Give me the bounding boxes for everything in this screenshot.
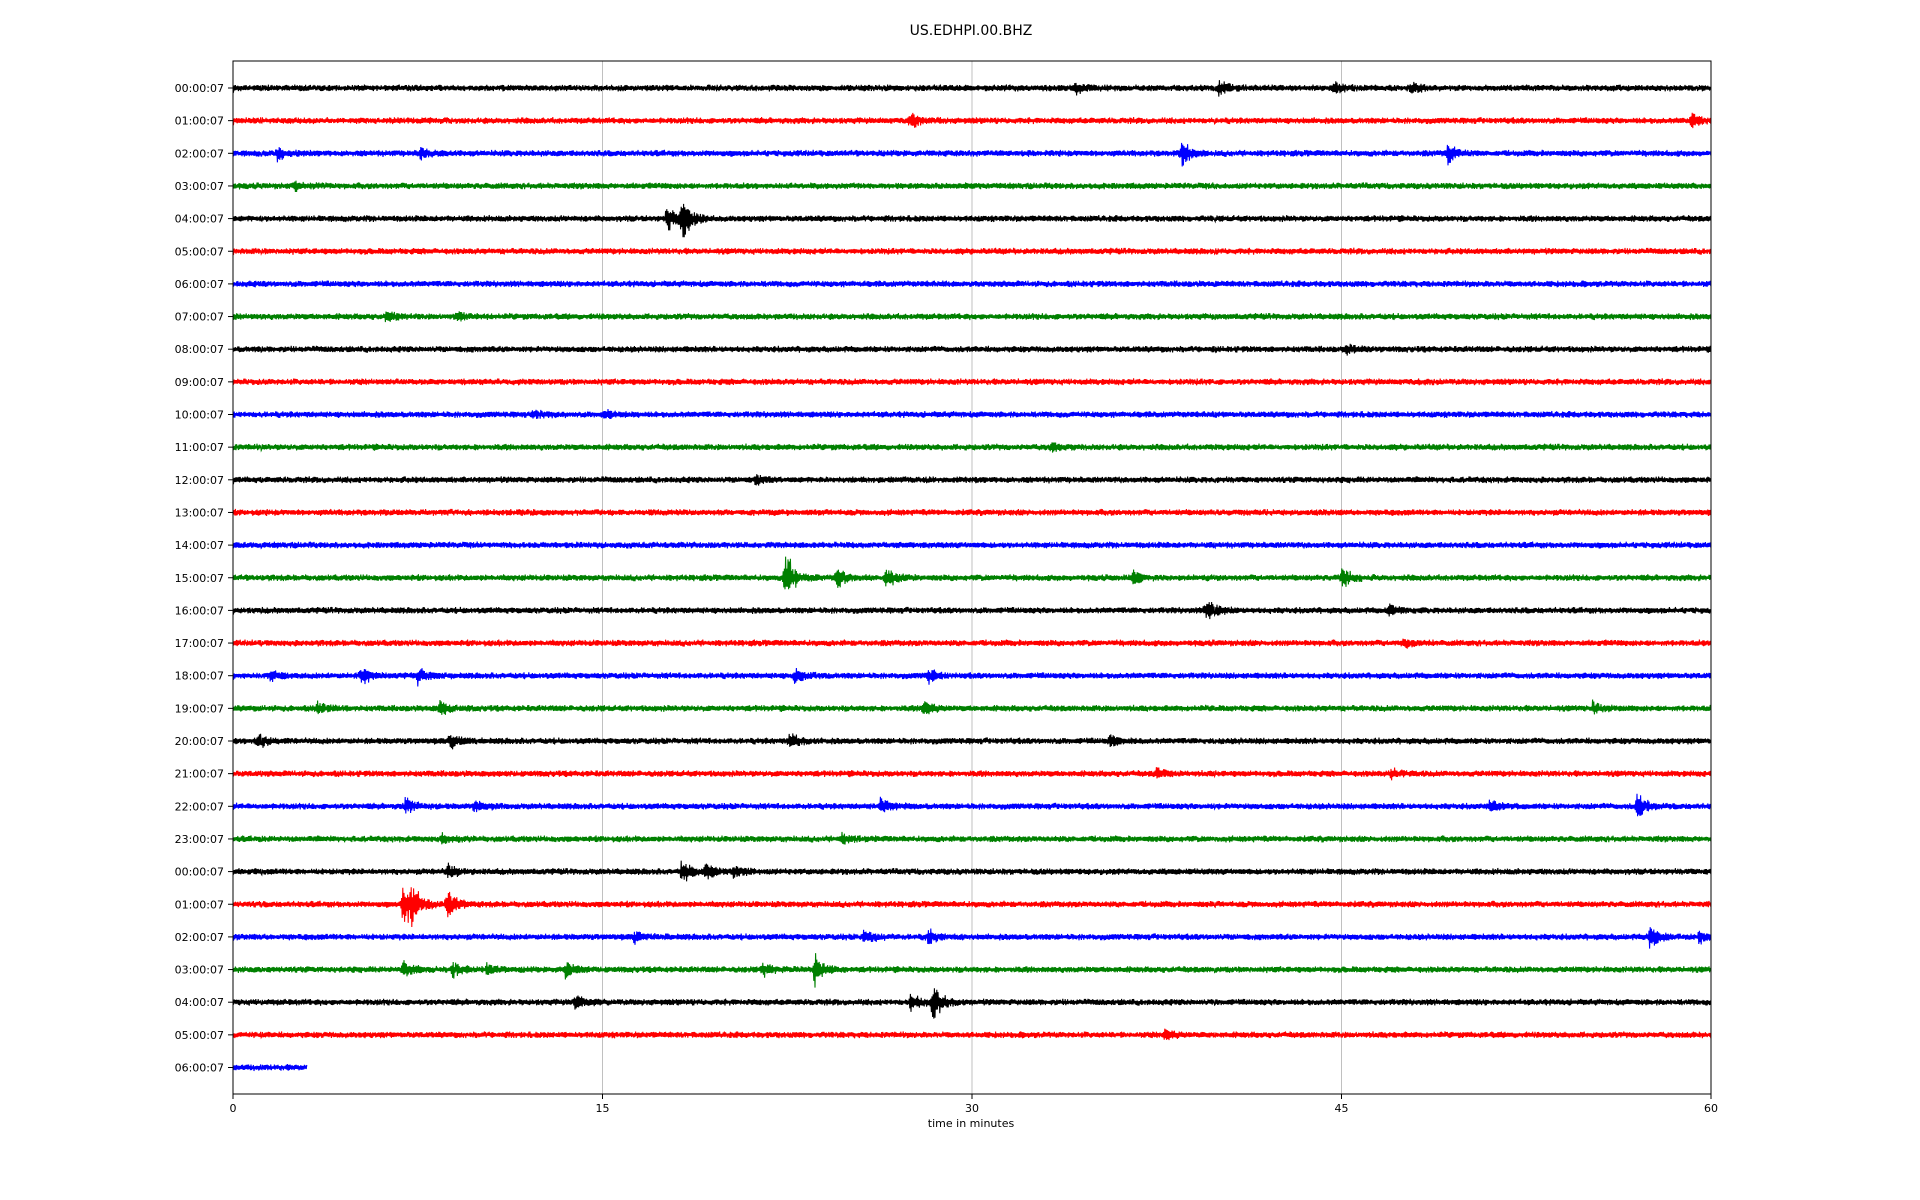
trace-line bbox=[232, 638, 1712, 649]
trace-line bbox=[232, 442, 1712, 453]
trace-line bbox=[232, 343, 1712, 356]
row-labels: 00:00:07 01:00:07 02:00:07 03:00:07 04:00:07… bbox=[175, 82, 233, 1075]
row-label: 14:00:07 bbox=[175, 539, 224, 552]
trace-line bbox=[232, 733, 1712, 750]
row-label: 02:00:07 bbox=[175, 931, 224, 944]
trace-line bbox=[232, 378, 1712, 386]
trace-line bbox=[232, 142, 1712, 167]
trace-line bbox=[232, 667, 1712, 687]
row-label: 19:00:07 bbox=[175, 702, 224, 715]
row-label: 23:00:07 bbox=[175, 833, 224, 846]
trace-line bbox=[232, 311, 1712, 323]
x-tick-label-60: 60 bbox=[1704, 1102, 1718, 1115]
row-label: 18:00:07 bbox=[175, 670, 224, 683]
x-tick-label-15: 15 bbox=[596, 1102, 610, 1115]
x-tick-label-0: 0 bbox=[230, 1102, 237, 1115]
x-tick-label-45: 45 bbox=[1335, 1102, 1349, 1115]
row-label: 07:00:07 bbox=[175, 311, 224, 324]
row-label: 06:00:07 bbox=[175, 278, 224, 291]
trace-line bbox=[232, 408, 1712, 420]
trace-line bbox=[232, 112, 1712, 129]
row-label: 00:00:07 bbox=[175, 866, 224, 879]
row-label: 01:00:07 bbox=[175, 898, 224, 911]
row-label: 08:00:07 bbox=[175, 343, 224, 356]
trace-line bbox=[232, 247, 1712, 256]
trace-line bbox=[232, 988, 1712, 1019]
row-label: 21:00:07 bbox=[175, 768, 224, 781]
row-label: 03:00:07 bbox=[175, 964, 224, 977]
row-label: 00:00:07 bbox=[175, 82, 224, 95]
trace-line bbox=[232, 831, 1712, 845]
row-label: 13:00:07 bbox=[175, 506, 224, 519]
row-label: 04:00:07 bbox=[175, 213, 224, 226]
row-label: 12:00:07 bbox=[175, 474, 224, 487]
row-label: 10:00:07 bbox=[175, 409, 224, 422]
row-label: 22:00:07 bbox=[175, 800, 224, 813]
trace-line bbox=[232, 541, 1712, 550]
chart-title: US.EDHPI.00.BHZ bbox=[910, 23, 1033, 39]
axis-ticks: 0 15 30 45 60 bbox=[230, 1094, 1718, 1115]
trace-line bbox=[232, 767, 1712, 781]
trace-line bbox=[232, 601, 1712, 620]
traces bbox=[232, 80, 1712, 1072]
trace-line bbox=[232, 180, 1712, 193]
row-label: 17:00:07 bbox=[175, 637, 224, 650]
row-label: 06:00:07 bbox=[175, 1062, 224, 1075]
row-label: 02:00:07 bbox=[175, 147, 224, 160]
row-label: 16:00:07 bbox=[175, 604, 224, 617]
trace-line bbox=[232, 508, 1712, 517]
x-tick-label-30: 30 bbox=[965, 1102, 979, 1115]
trace-line bbox=[232, 203, 1712, 238]
trace-line bbox=[232, 699, 1712, 715]
row-label: 04:00:07 bbox=[175, 996, 224, 1009]
trace-line bbox=[232, 953, 1712, 988]
trace-line bbox=[232, 860, 1712, 882]
row-label: 05:00:07 bbox=[175, 245, 224, 258]
row-label: 11:00:07 bbox=[175, 441, 224, 454]
trace-line bbox=[232, 280, 1712, 288]
row-label: 01:00:07 bbox=[175, 115, 224, 128]
row-label: 09:00:07 bbox=[175, 376, 224, 389]
trace-line bbox=[232, 793, 1712, 817]
trace-line bbox=[232, 1028, 1712, 1041]
trace-line bbox=[232, 80, 1712, 97]
row-label: 05:00:07 bbox=[175, 1029, 224, 1042]
trace-line bbox=[232, 1064, 308, 1072]
trace-line bbox=[232, 474, 1712, 486]
trace-line bbox=[232, 927, 1712, 949]
trace-line bbox=[233, 556, 1712, 590]
row-label: 03:00:07 bbox=[175, 180, 224, 193]
trace-line bbox=[232, 887, 1712, 928]
x-axis-label: time in minutes bbox=[928, 1117, 1015, 1130]
row-label: 20:00:07 bbox=[175, 735, 224, 748]
row-label: 15:00:07 bbox=[175, 572, 224, 585]
